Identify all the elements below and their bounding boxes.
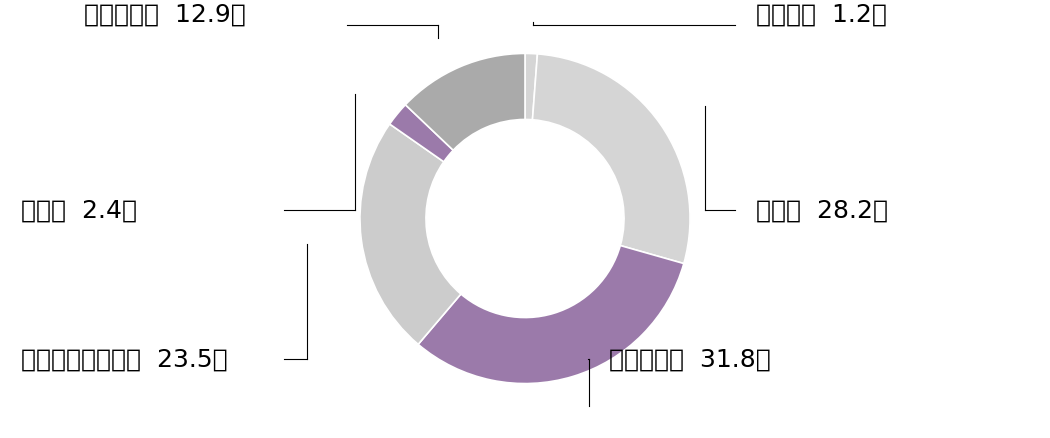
Wedge shape (390, 106, 454, 162)
Text: 技術・サービス業  23.5％: 技術・サービス業 23.5％ (21, 347, 228, 371)
Text: 製造業  28.2％: 製造業 28.2％ (756, 198, 888, 222)
Text: 情報通信業  31.8％: 情報通信業 31.8％ (609, 347, 771, 371)
Text: 建設業  2.4％: 建設業 2.4％ (21, 198, 136, 222)
Wedge shape (360, 125, 461, 345)
Text: 不動産業  1.2％: 不動産業 1.2％ (756, 2, 887, 26)
Wedge shape (405, 54, 525, 151)
Wedge shape (418, 246, 684, 384)
Text: 卸・小売業  12.9％: 卸・小売業 12.9％ (84, 2, 246, 26)
Wedge shape (532, 55, 690, 264)
Wedge shape (525, 54, 538, 120)
